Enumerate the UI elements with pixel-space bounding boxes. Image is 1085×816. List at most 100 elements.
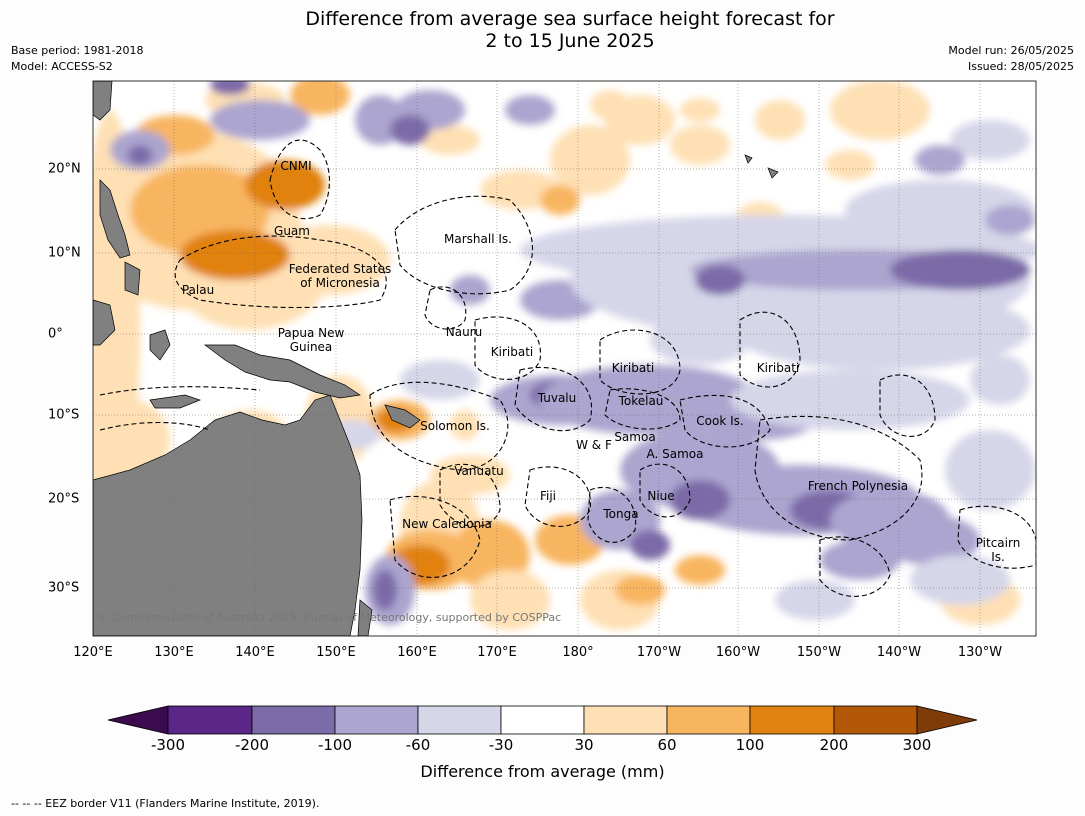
region-label: Solomon Is.	[420, 419, 490, 433]
anomaly-patch	[670, 125, 730, 165]
eez-border	[424, 286, 467, 330]
lat-label: 10°S	[48, 407, 80, 423]
anomaly-patch	[825, 150, 875, 180]
eez-border	[394, 195, 533, 295]
land-polygon	[93, 81, 113, 121]
region-label: CNMI	[280, 159, 311, 173]
region-label: Niue	[647, 489, 674, 503]
anomaly-patch	[755, 100, 805, 140]
lat-label: 30°S	[48, 580, 80, 596]
colorbar-extend-high	[916, 705, 978, 735]
colorbar-swatch	[583, 705, 668, 735]
lat-label: 0°	[48, 326, 63, 342]
land-polygon	[357, 599, 373, 636]
eez-border	[599, 329, 681, 395]
eez-border	[99, 422, 211, 431]
anomaly-patch	[210, 100, 310, 140]
region-label: W & F	[576, 438, 612, 452]
eez-border	[269, 139, 331, 220]
model-run: Model run: 26/05/2025	[948, 44, 1074, 57]
lon-label: 130°W	[957, 645, 1003, 660]
anomaly-patch	[830, 81, 930, 140]
colorbar-tick-label: 200	[819, 736, 849, 754]
lon-label: 120°E	[73, 645, 113, 660]
region-label: Papua New	[278, 326, 345, 340]
region-label: Guam	[274, 224, 310, 238]
anomaly-patch	[985, 205, 1035, 235]
lon-label: 140°E	[235, 645, 275, 660]
eez-border	[587, 486, 637, 543]
anomaly-patch	[470, 570, 550, 630]
land-polygon	[149, 394, 202, 409]
anomaly-patch	[880, 515, 980, 565]
anomaly-patch	[400, 360, 480, 400]
region-label: Kiribati	[757, 361, 799, 375]
land-polygon	[124, 261, 141, 296]
anomaly-patch	[550, 125, 630, 195]
region-label: Guinea	[290, 340, 333, 354]
land-polygon	[384, 404, 421, 429]
anomaly-patch	[650, 315, 750, 365]
lon-label: 170°E	[477, 645, 517, 660]
title-line-2: 2 to 15 June 2025	[485, 30, 655, 52]
anomaly-patch	[430, 455, 510, 495]
eez-border	[174, 235, 387, 309]
anomaly-patch	[950, 120, 1030, 160]
anomaly-patch	[450, 275, 490, 305]
region-label: A. Samoa	[647, 447, 704, 461]
region-label: French Polynesia	[808, 479, 908, 493]
anomaly-patch	[680, 98, 720, 122]
lat-label: 20°N	[48, 161, 81, 177]
region-label: New Caledonia	[402, 517, 492, 531]
anomaly-patch	[373, 570, 397, 610]
anomaly-patch	[775, 580, 855, 620]
lon-label: 150°E	[316, 645, 356, 660]
title-line-1: Difference from average sea surface heig…	[305, 8, 835, 30]
anomaly-patch	[890, 250, 1030, 290]
anomaly-patch	[670, 480, 730, 520]
anomaly-patch	[93, 400, 170, 480]
region-label: Fiji	[540, 489, 556, 503]
meta-right: Model run: 26/05/2025 Issued: 28/05/2025	[948, 43, 1074, 75]
colorbar-swatch	[833, 705, 918, 735]
region-label: Tonga	[602, 507, 638, 521]
map-border	[92, 80, 1037, 637]
anomaly-patch	[695, 265, 745, 295]
region-label: Kiribati	[491, 345, 533, 359]
lon-label: 160°E	[397, 645, 437, 660]
anomaly-patch	[128, 145, 152, 165]
model-name: Model: ACCESS-S2	[11, 60, 113, 73]
region-label: Samoa	[614, 430, 655, 444]
eez-border	[957, 505, 1036, 569]
colorbar-tick-label: 30	[574, 736, 594, 754]
anomaly-patch	[915, 145, 965, 175]
eez-border	[879, 374, 936, 437]
eez-border	[819, 536, 891, 597]
anomaly-patch	[945, 430, 1035, 510]
eez-border	[514, 366, 593, 432]
anomaly-patch	[820, 540, 900, 580]
land-polygon	[203, 344, 361, 399]
anomaly-patch	[390, 115, 430, 145]
anomaly-patch	[450, 410, 480, 440]
issued-date: Issued: 28/05/2025	[967, 60, 1074, 73]
eez-border	[604, 388, 681, 430]
land-masses	[93, 81, 779, 636]
colorbar-swatch	[417, 705, 502, 735]
region-label: Marshall Is.	[444, 232, 512, 246]
graticule	[93, 81, 1036, 636]
eez-border	[679, 394, 771, 448]
lon-label: 150°W	[796, 645, 842, 660]
eez-border	[369, 381, 509, 471]
anomaly-patch	[675, 555, 725, 585]
base-period: Base period: 1981-2018	[11, 44, 144, 57]
anomaly-patch	[910, 555, 1010, 605]
eez-border	[754, 415, 923, 541]
eez-border	[524, 466, 591, 527]
land-polygon	[149, 329, 171, 361]
eez-border	[389, 495, 481, 578]
eez-borders	[99, 139, 1036, 597]
eez-border	[99, 386, 261, 396]
colorbar-swatch	[749, 705, 835, 735]
colorbar-tick-label: -60	[405, 736, 431, 754]
